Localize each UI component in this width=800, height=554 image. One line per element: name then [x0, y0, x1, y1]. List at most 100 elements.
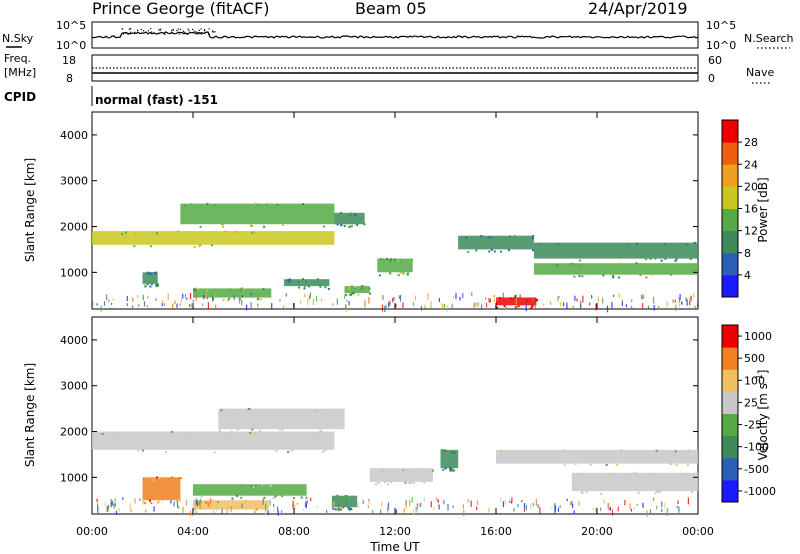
near-range-echo: [161, 499, 163, 503]
near-range-echo: [636, 503, 638, 507]
echo-speckle: [517, 305, 520, 308]
near-range-echo: [279, 299, 281, 302]
near-range-echo: [690, 295, 692, 302]
echo-speckle: [654, 492, 657, 495]
near-range-echo: [414, 295, 417, 300]
echo-speckle: [202, 501, 205, 504]
echo-speckle: [660, 259, 663, 262]
near-range-echo: [221, 508, 223, 514]
echo-speckle: [255, 508, 258, 511]
echo-speckle: [488, 236, 491, 239]
near-range-echo: [427, 292, 429, 300]
echo-speckle: [600, 492, 603, 495]
echo-speckle: [259, 298, 262, 301]
echo-speckle: [319, 429, 322, 432]
near-range-echo: [470, 500, 472, 507]
echo-speckle: [149, 285, 152, 288]
echo-speckle: [165, 451, 167, 453]
near-range-echo: [129, 503, 131, 510]
echo-speckle: [243, 501, 246, 504]
near-range-echo: [197, 500, 199, 507]
echo-speckle: [489, 236, 492, 239]
near-range-echo: [167, 293, 169, 300]
echo-speckle: [316, 432, 319, 435]
near-range-echo: [631, 305, 633, 310]
near-range-echo: [205, 292, 208, 298]
echo-speckle: [194, 287, 197, 290]
echo-speckle: [193, 288, 195, 291]
near-range-echo: [184, 293, 186, 298]
near-range-echo: [438, 504, 440, 510]
nsearch-point: [208, 33, 210, 35]
power-y-axis: 1000 2000 3000 4000: [60, 129, 698, 279]
near-range-echo: [502, 501, 504, 508]
echo-speckle: [579, 259, 582, 262]
echo-speckle: [563, 449, 566, 452]
near-range-echo: [292, 505, 294, 509]
near-range-echo: [203, 295, 205, 300]
echo-speckle: [532, 235, 535, 237]
near-range-echo: [143, 301, 146, 307]
echo-speckle: [620, 449, 623, 452]
near-range-echo: [611, 509, 614, 516]
echo-speckle: [450, 467, 453, 470]
echo-speckle: [251, 231, 254, 234]
near-range-echo: [250, 292, 252, 296]
echo-speckle: [340, 508, 342, 511]
near-range-echo: [554, 505, 556, 512]
near-range-echo: [372, 509, 374, 514]
near-range-echo: [307, 298, 309, 305]
colorbar-tick-label: 25: [744, 396, 758, 409]
echo-speckle: [286, 279, 289, 282]
near-range-echo: [413, 509, 415, 515]
echo-speckle: [354, 286, 357, 288]
colorbar-tick-label: 16: [744, 203, 758, 216]
echo-speckle: [375, 483, 377, 486]
near-range-echo: [525, 304, 527, 312]
near-range-echo: [608, 503, 610, 510]
near-range-echo: [267, 510, 269, 515]
near-range-echo: [97, 506, 99, 513]
near-range-echo: [681, 301, 683, 304]
echo-speckle: [226, 432, 229, 435]
velocity-colorbar: 1000 500 100 25 -25 -100 -500 -1000: [721, 324, 776, 503]
near-range-echo: [395, 509, 398, 514]
y-tick-label: 4000: [60, 129, 88, 142]
colorbar-tick-label: 1000: [744, 330, 772, 343]
echo-speckle: [276, 203, 279, 206]
near-range-echo: [277, 506, 279, 512]
echo-speckle: [239, 289, 242, 292]
near-range-echo: [126, 303, 128, 307]
near-range-echo: [130, 509, 132, 513]
echo-speckle: [193, 245, 196, 248]
near-range-echo: [388, 301, 390, 308]
near-range-echo: [539, 507, 541, 514]
echo-speckle: [167, 478, 170, 481]
echo-speckle: [101, 433, 104, 435]
echo-speckle: [530, 306, 533, 309]
nsearch-point: [212, 31, 214, 33]
near-range-echo: [241, 300, 243, 306]
colorbar-swatch: [722, 274, 738, 298]
near-range-echo: [423, 497, 425, 502]
echo-speckle: [599, 451, 602, 454]
near-range-echo: [517, 504, 519, 507]
nsearch-point: [151, 31, 153, 33]
nsearch-point: [125, 32, 127, 34]
echo-speckle: [496, 298, 499, 301]
near-range-echo: [189, 510, 192, 516]
near-range-echo: [315, 295, 318, 302]
colorbar-tick-label: 28: [744, 136, 758, 149]
echo-speckle: [212, 510, 215, 513]
near-range-echo: [511, 497, 513, 503]
echo-speckle: [200, 495, 203, 498]
nsearch-point: [182, 30, 184, 32]
echo-speckle: [199, 244, 202, 247]
echo-speckle: [146, 272, 149, 275]
echo-speckle: [453, 451, 456, 454]
near-range-echo: [481, 304, 483, 310]
echo-speckle: [332, 507, 335, 510]
near-range-echo: [533, 301, 536, 306]
near-range-echo: [344, 295, 346, 299]
